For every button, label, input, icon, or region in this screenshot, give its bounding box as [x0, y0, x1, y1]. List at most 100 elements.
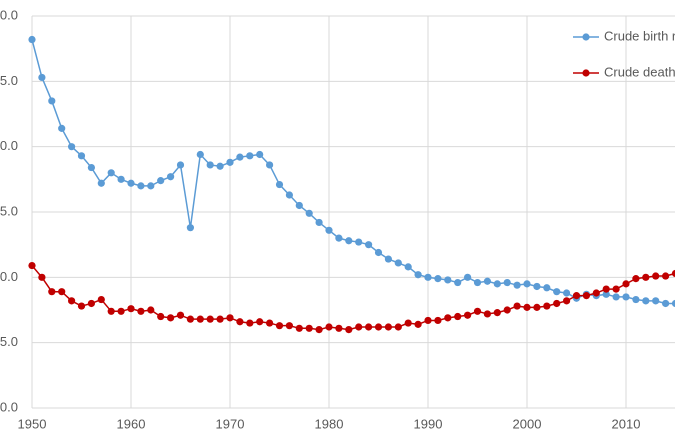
data-point: [345, 326, 353, 334]
data-point: [612, 285, 620, 293]
y-tick-label: 20.0: [0, 138, 18, 153]
data-point: [196, 315, 204, 323]
data-point: [335, 234, 343, 242]
data-point: [137, 307, 145, 315]
data-point: [602, 285, 610, 293]
data-point: [414, 320, 422, 328]
data-point: [632, 275, 640, 283]
x-tick-label: 1980: [315, 416, 344, 431]
series-line: [31, 39, 675, 305]
data-point: [464, 311, 472, 319]
data-point: [68, 143, 76, 151]
data-point: [553, 288, 561, 296]
data-point: [58, 124, 66, 132]
data-point: [414, 271, 422, 279]
data-point: [87, 299, 95, 308]
data-point: [454, 278, 462, 287]
y-tick-label: 10.0: [0, 269, 18, 284]
data-point: [622, 293, 630, 301]
data-point: [513, 302, 521, 310]
data-point: [275, 180, 284, 189]
data-point: [444, 314, 452, 322]
data-point: [246, 319, 254, 327]
data-point: [48, 97, 56, 105]
x-tick-label: 1950: [18, 416, 47, 431]
data-point: [285, 322, 293, 330]
data-point: [434, 316, 442, 325]
data-point: [226, 158, 234, 166]
data-point: [572, 292, 581, 300]
data-point: [77, 152, 86, 160]
y-tick-label: 5.0: [0, 334, 18, 349]
data-point: [355, 238, 363, 246]
data-point: [394, 259, 402, 267]
legend-swatch-marker: [582, 33, 590, 41]
data-point: [38, 273, 46, 281]
data-point: [68, 297, 76, 305]
data-point: [176, 161, 185, 169]
data-point: [374, 323, 383, 331]
data-point: [127, 305, 135, 313]
data-point: [671, 299, 675, 308]
data-point: [87, 163, 95, 172]
data-point: [464, 273, 472, 281]
x-tick-label: 1990: [414, 416, 443, 431]
y-tick-label: 25.0: [0, 73, 18, 88]
data-point: [424, 273, 432, 281]
data-point: [236, 318, 244, 326]
legend-label: Crude birth rate: [604, 28, 675, 43]
data-point: [216, 162, 224, 170]
x-tick-label: 2010: [612, 416, 641, 431]
data-point: [493, 309, 501, 317]
data-point: [444, 276, 452, 284]
data-point: [58, 288, 66, 296]
data-point: [662, 299, 670, 308]
x-tick-label: 1970: [216, 416, 245, 431]
data-point: [157, 177, 165, 185]
data-point: [365, 323, 373, 331]
data-point: [28, 261, 36, 270]
data-point: [167, 173, 175, 181]
data-point: [622, 280, 630, 288]
data-point: [275, 322, 284, 330]
data-point: [642, 297, 650, 305]
data-point: [493, 280, 501, 288]
data-point: [602, 290, 610, 298]
data-point: [226, 314, 234, 322]
data-point: [384, 255, 392, 263]
data-point: [394, 323, 402, 331]
data-point: [642, 273, 650, 281]
data-point: [325, 226, 333, 234]
data-point: [196, 150, 204, 159]
data-point: [315, 326, 323, 334]
data-point: [563, 297, 571, 305]
data-point: [533, 282, 541, 291]
data-point: [652, 272, 660, 280]
data-point: [365, 241, 373, 249]
data-point: [216, 315, 224, 323]
data-point: [345, 237, 353, 245]
legend-swatch-marker: [582, 69, 590, 77]
data-point: [335, 324, 343, 332]
data-point: [543, 284, 551, 292]
data-point: [147, 182, 155, 190]
data-point: [315, 218, 323, 227]
data-point: [533, 303, 541, 311]
data-point: [28, 35, 36, 44]
data-point: [137, 182, 145, 190]
data-point: [662, 272, 670, 280]
data-point: [384, 323, 392, 331]
data-point: [117, 307, 125, 315]
data-point: [206, 315, 214, 323]
data-point: [176, 311, 185, 319]
data-point: [325, 323, 333, 331]
data-point: [38, 73, 46, 82]
data-point: [295, 324, 303, 332]
y-tick-label: 15.0: [0, 203, 18, 218]
data-point: [305, 324, 313, 332]
data-point: [434, 275, 442, 283]
data-point: [147, 306, 155, 314]
data-point: [483, 310, 491, 318]
y-tick-label: 0.0: [0, 399, 18, 414]
